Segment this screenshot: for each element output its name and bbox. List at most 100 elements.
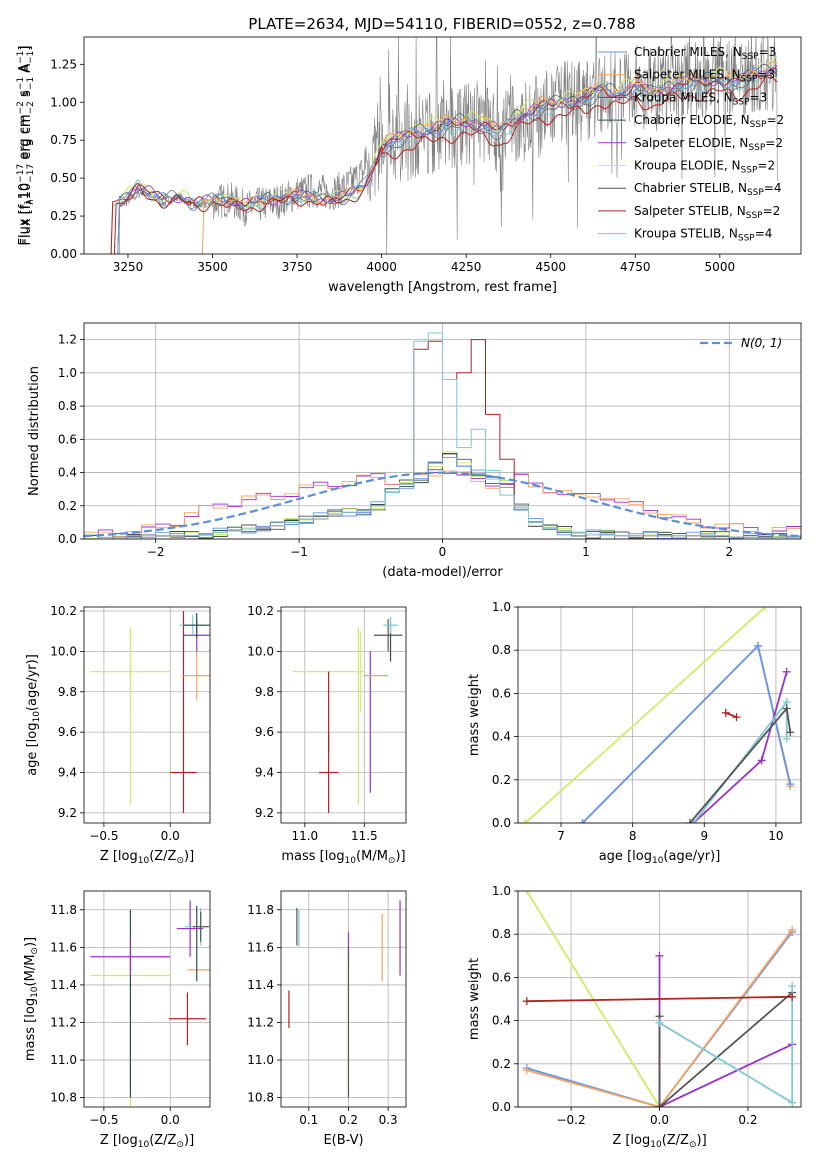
errorbar-point (192, 911, 209, 942)
weight-marker (522, 997, 531, 1006)
mass-weight-vs-metallicity-x-axis-label: Z [log10(Z/Z⊙)] (612, 1133, 706, 1150)
legend-label: N(0, 1) (741, 336, 782, 350)
weight-line (725, 711, 737, 719)
model-spectrum-line (117, 63, 778, 254)
y-tick-label: 11.2 (247, 1015, 274, 1029)
y-tick-label: 0.6 (492, 970, 511, 984)
y-tick-label: 11.4 (50, 978, 77, 992)
y-tick-label: 9.6 (58, 725, 77, 739)
spectrum-y-axis-label: Flux [fλ10−17 erg cm−2 s−1 A−1] (16, 46, 34, 246)
y-tick-label: 10.0 (247, 644, 274, 658)
x-tick-label: 11.5 (351, 829, 378, 843)
residuals-legend: N(0, 1) (700, 336, 782, 350)
weight-line (658, 991, 793, 1107)
age-vs-mass-panel: 11.0 11.5 9.2 9.4 9.6 9.8 10.0 10.2 mass [log10(… (247, 604, 407, 866)
legend-label: Kroupa MILES, NSSP=3 (634, 90, 767, 107)
residuals-x-axis-label: (data-model)/error (382, 565, 503, 580)
weight-marker (655, 1103, 664, 1107)
x-tick-label: 0.0 (161, 829, 180, 843)
x-tick-label: 0.3 (379, 1113, 398, 1127)
x-tick-label: 11.0 (291, 829, 318, 843)
weight-line (524, 607, 766, 823)
y-tick-label: 11.6 (50, 940, 77, 954)
weight-marker (788, 992, 797, 1001)
errorbar-point (373, 619, 403, 652)
weight-series (685, 704, 795, 823)
y-tick-label: 0.0 (492, 816, 511, 830)
y-tick-label: 9.8 (58, 685, 77, 699)
x-tick-label: 0 (439, 545, 447, 559)
age-vs-mass-x-axis-label: mass [log10(M/M⊙)] (281, 849, 405, 866)
y-tick-label: 11.2 (50, 1015, 77, 1029)
spectrum-panel: 3250 3500 3750 4000 4250 4500 4750 5000 0.00 0.25… (16, 36, 802, 295)
y-tick-label: 0.00 (50, 247, 77, 261)
weight-marker (782, 704, 791, 713)
y-tick-label: 11.4 (247, 978, 274, 992)
mass-vs-ebv-x-axis-label: E(B-V) (323, 1133, 363, 1148)
errorbar-point (383, 617, 398, 634)
y-tick-label: 1.0 (58, 366, 77, 380)
spectrum-legend: Chabrier MILES, NSSP=3 Salpeter MILES, NS… (598, 45, 784, 244)
weight-marker (521, 819, 530, 823)
residuals-plot-area (84, 332, 801, 539)
legend-label: Chabrier MILES, NSSP=3 (634, 45, 776, 62)
x-tick-label: 4000 (366, 260, 397, 274)
weight-series (721, 708, 741, 722)
y-tick-label: 0.4 (492, 1014, 511, 1028)
mass-vs-ebv-plot-area (288, 900, 401, 1098)
mass-weight-vs-metallicity-panel: −0.2 0.0 0.2 0.0 0.2 0.4 0.6 0.8 1.0 Z [log10(Z/Z… (467, 884, 802, 1150)
weight-line (658, 955, 793, 1107)
weight-marker (685, 819, 694, 823)
x-tick-label: 0.0 (161, 1113, 180, 1127)
y-tick-label: 9.4 (255, 766, 274, 780)
age-vs-metallicity-panel: −0.5 0.0 9.2 9.4 9.6 9.8 10.0 10.2 Z [log10(Z/Z⊙… (25, 604, 211, 866)
y-tick-label: 0.0 (492, 1100, 511, 1114)
y-tick-label: 0.2 (58, 499, 77, 513)
model-spectrum-line (113, 74, 778, 254)
y-tick-label: 11.6 (247, 940, 274, 954)
y-tick-label: 1.2 (58, 333, 77, 347)
mass-vs-metallicity-plot-area (90, 900, 210, 1107)
x-tick-label: 3250 (113, 260, 144, 274)
mass-vs-ebv-panel: 0.1 0.2 0.3 10.8 11.0 11.2 11.4 11.6 11.8 E(B-V) (247, 890, 407, 1148)
weight-marker (522, 891, 531, 895)
x-tick-label: 8 (629, 829, 637, 843)
mass-vs-metallicity-y-axis-label: mass [log10(M/M⊙)] (23, 937, 40, 1061)
x-tick-label: 0.0 (650, 1113, 669, 1127)
errorbar-point (183, 651, 210, 700)
histogram-step (84, 332, 801, 539)
x-tick-label: 1 (582, 545, 590, 559)
y-tick-label: 9.4 (58, 766, 77, 780)
y-tick-label: 0.4 (492, 730, 511, 744)
y-tick-label: 9.6 (255, 725, 274, 739)
y-tick-label: 10.8 (247, 1091, 274, 1105)
mass-weight-vs-age-panel: 7 8 9 10 0.0 0.2 0.4 0.6 0.8 1.0 age [log10(age/yr… (467, 600, 802, 866)
mass-weight-vs-age-frame (517, 606, 802, 824)
y-tick-label: 11.0 (50, 1053, 77, 1067)
y-tick-label: 1.25 (50, 57, 77, 71)
errorbar-point (183, 613, 210, 638)
weight-marker (782, 734, 791, 743)
normal-curve (84, 471, 799, 538)
x-tick-label: −2 (147, 545, 165, 559)
weight-marker (788, 925, 797, 934)
y-tick-label: 9.2 (58, 806, 77, 820)
weight-line (526, 929, 793, 1107)
weight-marker (786, 780, 795, 789)
mass-vs-ebv-frame (280, 890, 407, 1108)
y-tick-label: 0.8 (492, 643, 511, 657)
age-vs-metallicity-frame (83, 606, 211, 824)
mass-vs-metallicity-panel: −0.5 0.0 10.8 11.0 11.2 11.4 11.6 11.8 Z [log10(… (23, 890, 211, 1150)
errorbar-point (168, 992, 207, 1046)
x-tick-label: 4750 (620, 260, 651, 274)
mass-vs-metallicity-grid (84, 891, 210, 1107)
weight-marker (655, 1018, 664, 1027)
weight-line (526, 891, 661, 1107)
panels: 3250 3500 3750 4000 4250 4500 4750 50000.000.25… (16, 36, 802, 1150)
y-tick-label: 10.2 (50, 604, 77, 618)
model-spectrum-line (117, 71, 778, 254)
x-tick-label: 4500 (535, 260, 566, 274)
age-vs-metallicity-grid (84, 607, 210, 823)
y-tick-label: 0.0 (58, 532, 77, 546)
